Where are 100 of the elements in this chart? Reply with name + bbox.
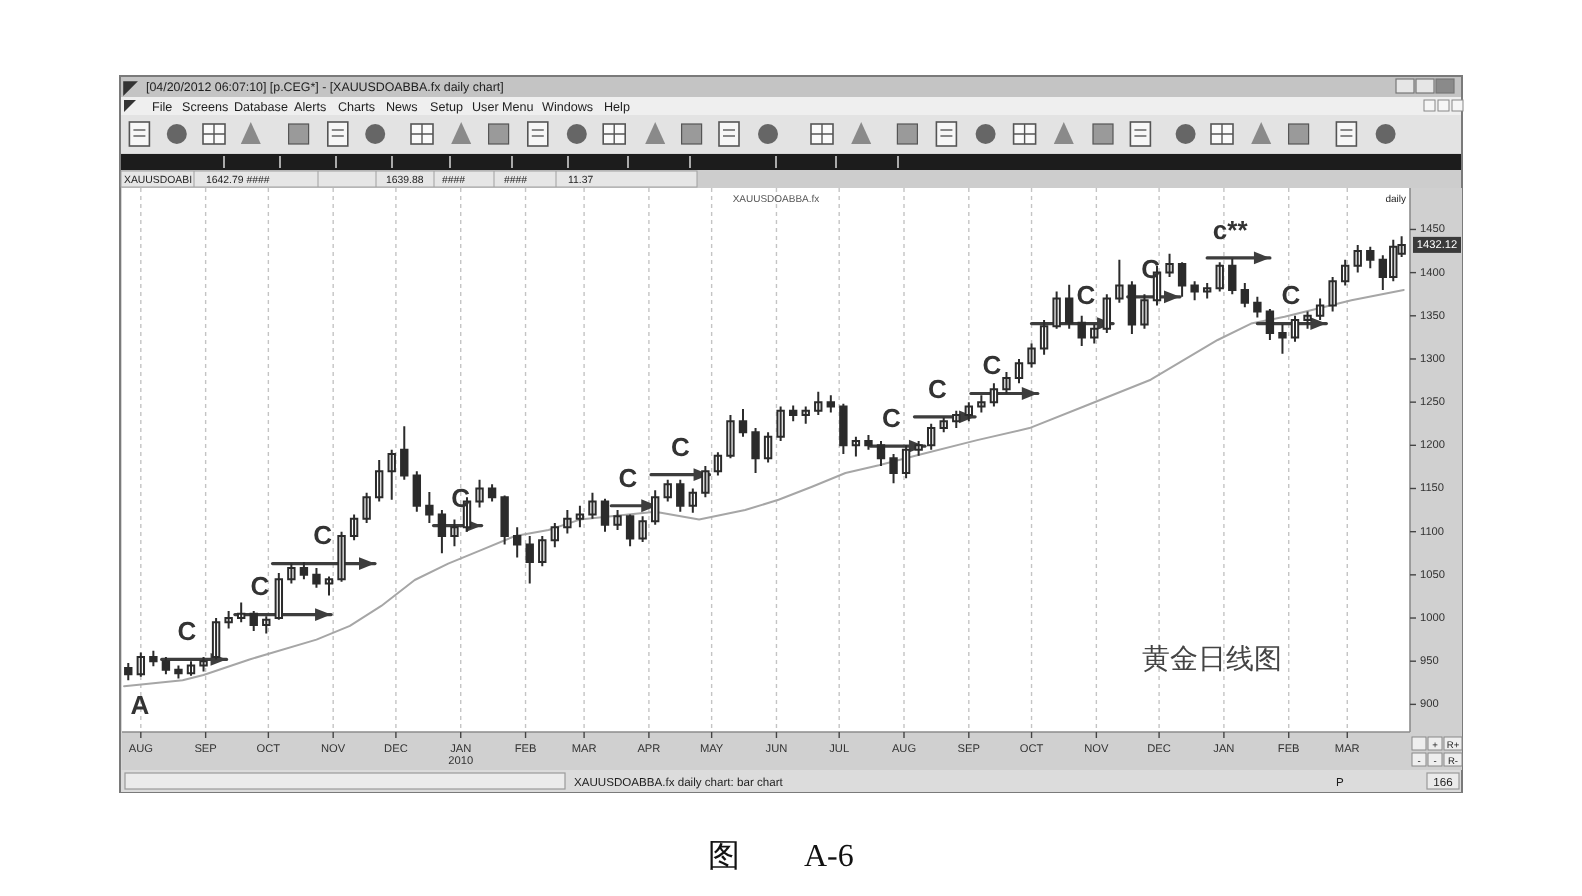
candlestick	[174, 664, 183, 680]
candlestick	[387, 448, 396, 501]
candlestick	[726, 414, 735, 460]
annotation: c**	[1212, 214, 1250, 245]
candlestick	[926, 422, 936, 451]
candlestick	[1039, 319, 1049, 356]
candlestick	[287, 562, 296, 585]
candlestick	[1202, 281, 1212, 300]
candlestick	[1228, 257, 1237, 296]
candlestick	[851, 435, 861, 458]
candlestick	[199, 655, 208, 673]
candlestick	[738, 408, 748, 438]
candlestick	[625, 513, 635, 548]
candlestick	[688, 487, 698, 514]
candlestick	[638, 515, 647, 544]
candlestick	[487, 483, 497, 503]
candlestick	[776, 405, 785, 442]
candlestick	[525, 534, 534, 585]
candlestick	[475, 478, 484, 509]
candlestick	[901, 444, 911, 480]
candlestick	[939, 416, 948, 434]
candlestick	[1265, 307, 1275, 341]
candlestick	[224, 610, 233, 630]
candlestick	[588, 491, 597, 520]
candlestick	[864, 433, 873, 451]
candlestick	[1366, 245, 1375, 270]
candlestick	[1253, 295, 1262, 319]
candlestick	[663, 478, 672, 503]
annotation: 黄金日线图	[1142, 644, 1282, 676]
annotation: C	[1141, 253, 1162, 284]
candlestick	[1303, 310, 1312, 330]
candlestick	[1328, 275, 1337, 313]
annotation: C	[177, 616, 198, 647]
annotation: C	[882, 403, 903, 434]
candlestick	[1077, 314, 1086, 348]
candlestick	[876, 440, 886, 468]
candlestick	[563, 509, 572, 535]
candlestick	[751, 427, 760, 474]
annotation: C	[928, 373, 949, 404]
annotation: C	[451, 482, 472, 513]
annotation: C	[250, 571, 271, 602]
candlestick	[889, 452, 898, 485]
candlestick	[550, 522, 560, 549]
annotation: A	[130, 690, 151, 720]
candlestick	[1090, 323, 1099, 345]
candlestick	[1014, 357, 1024, 385]
candlestick	[450, 518, 459, 548]
candlestick	[989, 382, 999, 408]
candlestick	[1115, 258, 1124, 304]
candlestick	[676, 478, 685, 513]
candlestick	[149, 649, 158, 668]
candlestick	[1340, 258, 1350, 287]
candlestick	[337, 530, 346, 583]
annotation: C	[670, 431, 691, 462]
candlestick	[124, 661, 133, 682]
candlestick	[650, 489, 660, 526]
candlestick	[236, 601, 246, 624]
candlestick	[788, 404, 798, 423]
candlestick	[801, 405, 810, 425]
candlestick	[1002, 370, 1011, 395]
candlestick	[1353, 243, 1362, 274]
candlestick	[701, 465, 710, 499]
candlestick	[324, 575, 334, 597]
text: 图 A-6	[708, 840, 854, 874]
candlestick	[1190, 280, 1199, 302]
candlestick	[249, 610, 258, 632]
candlestick	[575, 504, 585, 529]
candlestick	[512, 526, 522, 559]
candlestick	[186, 660, 196, 677]
candlestick	[312, 566, 321, 589]
candlestick	[349, 513, 359, 542]
candlestick	[713, 451, 723, 477]
candlestick	[425, 490, 434, 525]
candlestick	[400, 425, 409, 481]
annotation: C	[1076, 280, 1097, 311]
annotation: C	[313, 520, 334, 551]
candlestick	[161, 655, 171, 676]
candlestick	[952, 409, 961, 430]
candlestick	[1177, 261, 1187, 298]
annotation: C	[982, 350, 1003, 381]
candlestick	[262, 615, 271, 635]
candlestick	[500, 494, 509, 546]
candlestick	[299, 560, 309, 581]
candlestick	[613, 509, 622, 531]
candlestick	[362, 491, 371, 525]
line-series	[123, 288, 1405, 688]
candlestick	[1290, 314, 1300, 343]
candlestick	[374, 459, 384, 503]
candlestick	[538, 534, 547, 568]
candlestick	[600, 497, 610, 533]
candlestick	[1240, 281, 1250, 309]
candlestick	[1052, 290, 1061, 330]
candlestick	[1278, 323, 1287, 355]
candlestick	[437, 509, 447, 555]
candlestick	[814, 390, 823, 417]
annotation: C	[618, 462, 639, 493]
candlestick	[826, 394, 836, 414]
candlestick	[839, 402, 848, 455]
candlestick	[1140, 293, 1149, 330]
candlestick	[1165, 252, 1174, 278]
